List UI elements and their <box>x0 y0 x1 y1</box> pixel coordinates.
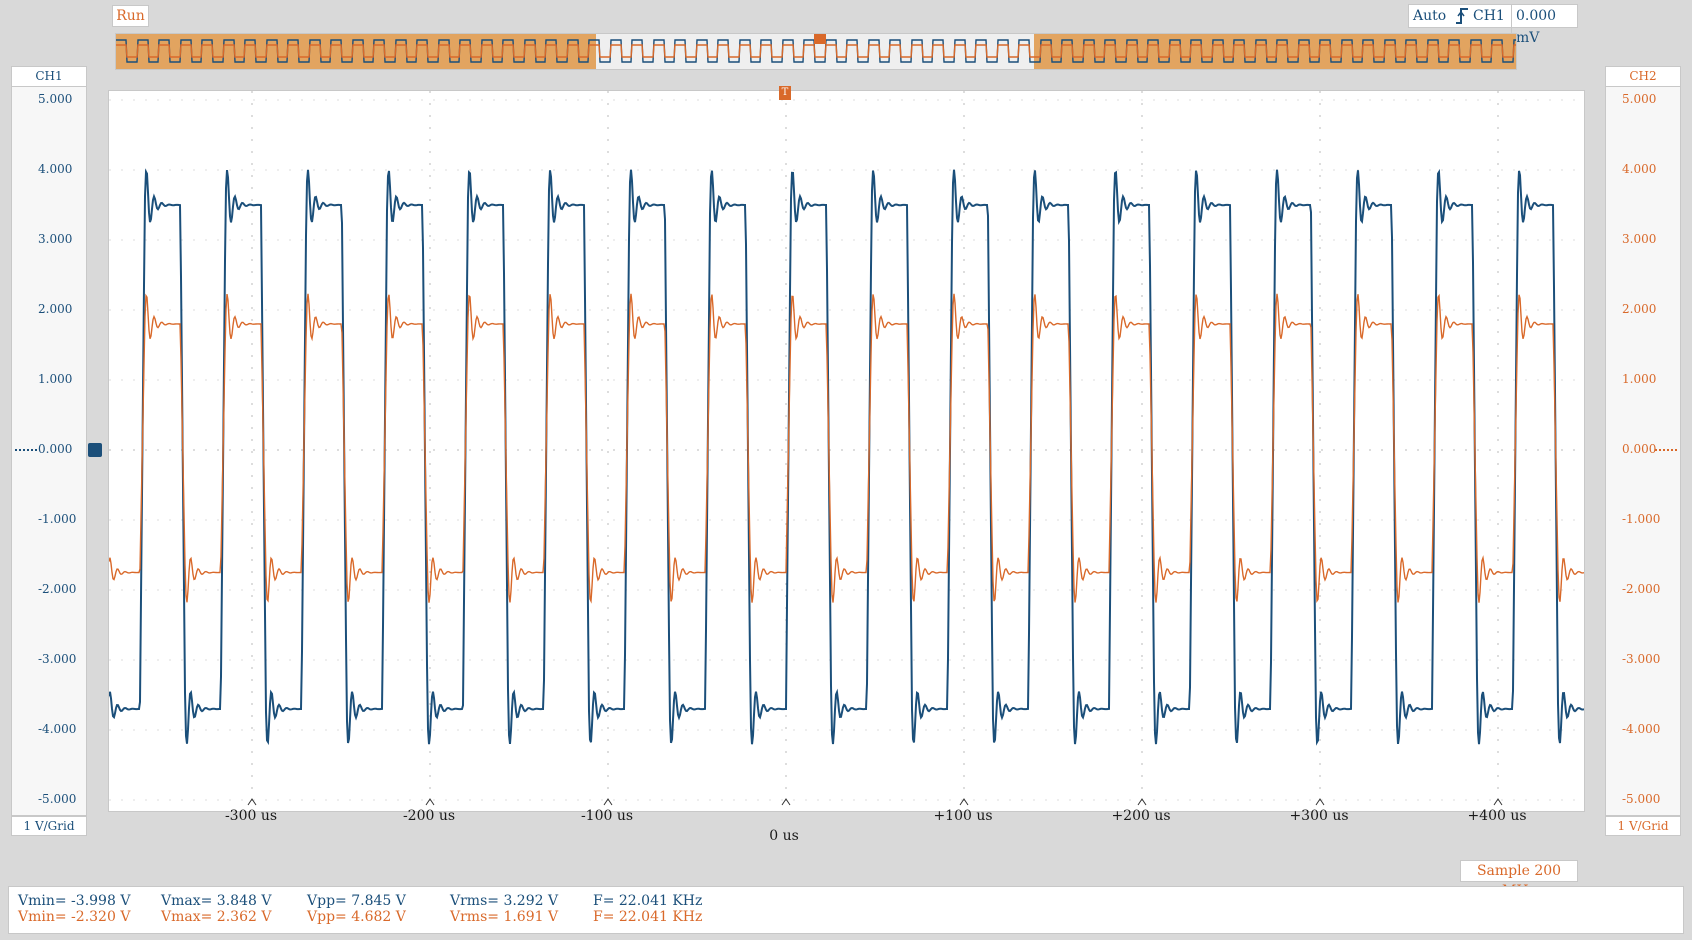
ch1-y-tick: -4.000 <box>38 722 77 736</box>
x-tick-label: -300 us <box>224 808 278 824</box>
x-tick-arrow <box>959 798 969 806</box>
ch2-y-tick: 2.000 <box>1622 302 1657 316</box>
measurements-panel: Vmin= -3.998 V Vmax= 3.848 V Vpp= 7.845 … <box>8 886 1684 934</box>
overview-ch1-trace <box>116 39 1516 63</box>
x-tick-arrow <box>425 798 435 806</box>
overview-shade-right <box>1034 34 1516 69</box>
series-ch2-trace <box>109 293 1584 604</box>
x-tick-label: -100 us <box>580 808 634 824</box>
ch1-y-tick: 0.000 <box>38 442 73 456</box>
ch1-y-tick: 1.000 <box>38 372 73 386</box>
scope-plot[interactable] <box>108 90 1585 812</box>
ch1-y-tick: -2.000 <box>38 582 77 596</box>
ch1-vrms: Vrms= 3.292 V <box>450 893 559 909</box>
waveform-display <box>109 91 1584 811</box>
x-tick-label: +400 us <box>1467 808 1527 824</box>
ch2-y-tick: 4.000 <box>1622 162 1657 176</box>
ch2-freq: F= 22.041 KHz <box>593 909 703 925</box>
ch2-y-tick: -3.000 <box>1622 652 1661 666</box>
ch1-y-tick: -3.000 <box>38 652 77 666</box>
ch1-y-tick: 4.000 <box>38 162 73 176</box>
ch2-y-tick: 0.000 <box>1622 442 1657 456</box>
ch1-zero-marker[interactable] <box>88 443 102 457</box>
ch2-y-tick: 1.000 <box>1622 372 1657 386</box>
ch2-y-tick: -5.000 <box>1622 792 1661 806</box>
x-tick-label: -200 us <box>402 808 456 824</box>
ch1-y-tick: 3.000 <box>38 232 73 246</box>
x-center-label: 0 us <box>769 828 799 844</box>
trigger-level[interactable]: 0.000 mV <box>1511 5 1577 49</box>
ch1-zero-line <box>15 449 37 451</box>
ch1-y-tick: -1.000 <box>38 512 77 526</box>
ch2-vmin: Vmin= -2.320 V <box>18 909 131 925</box>
ch2-vrms: Vrms= 1.691 V <box>450 909 559 925</box>
ch1-y-tick: 5.000 <box>38 92 73 106</box>
x-tick-label: +100 us <box>933 808 993 824</box>
ch2-y-tick: 5.000 <box>1622 92 1657 106</box>
series-ch1-trace <box>109 168 1584 746</box>
ch1-scale[interactable]: 1 V/Grid <box>11 816 87 836</box>
ch2-label[interactable]: CH2 <box>1605 66 1681 87</box>
ch2-y-tick: 3.000 <box>1622 232 1657 246</box>
ch2-y-tick: -1.000 <box>1622 512 1661 526</box>
ch1-vmax: Vmax= 3.848 V <box>161 893 272 909</box>
waveform-overview[interactable] <box>115 33 1517 70</box>
ch2-vpp: Vpp= 4.682 V <box>307 909 406 925</box>
ch2-axis <box>1605 86 1681 816</box>
x-tick-arrow <box>247 798 257 806</box>
sample-rate: Sample 200 MHz <box>1460 860 1578 899</box>
ch2-y-tick: -2.000 <box>1622 582 1661 596</box>
trigger-mode[interactable]: Auto <box>1413 8 1447 24</box>
ch2-vmax: Vmax= 2.362 V <box>161 909 272 925</box>
trigger-source[interactable]: CH1 <box>1473 8 1505 24</box>
x-tick-arrow <box>1315 798 1325 806</box>
ch1-freq: F= 22.041 KHz <box>593 893 703 909</box>
ch1-vpp: Vpp= 7.845 V <box>307 893 406 909</box>
ch1-vmin: Vmin= -3.998 V <box>18 893 131 909</box>
ch1-axis <box>11 86 87 816</box>
x-tick-arrow <box>1493 798 1503 806</box>
rising-edge-icon <box>1455 7 1469 32</box>
ch2-y-tick: -4.000 <box>1622 722 1661 736</box>
ch2-scale[interactable]: 1 V/Grid <box>1605 816 1681 836</box>
overview-ch2-trace <box>116 44 1516 58</box>
x-tick-label: +200 us <box>1111 808 1171 824</box>
x-tick-label: +300 us <box>1289 808 1349 824</box>
overview-trigger-marker <box>814 34 826 44</box>
overview-waveform <box>116 34 1516 69</box>
ch2-zero-line <box>1655 449 1677 451</box>
trigger-info[interactable]: Auto CH1 0.000 mV <box>1408 4 1578 49</box>
run-status[interactable]: Run <box>112 5 149 27</box>
x-tick-arrow <box>603 798 613 806</box>
ch1-label[interactable]: CH1 <box>11 66 87 87</box>
trigger-position-marker[interactable]: T <box>779 86 791 100</box>
ch1-y-tick: -5.000 <box>38 792 77 806</box>
x-tick-arrow <box>781 798 791 806</box>
x-tick-arrow <box>1137 798 1147 806</box>
ch1-y-tick: 2.000 <box>38 302 73 316</box>
